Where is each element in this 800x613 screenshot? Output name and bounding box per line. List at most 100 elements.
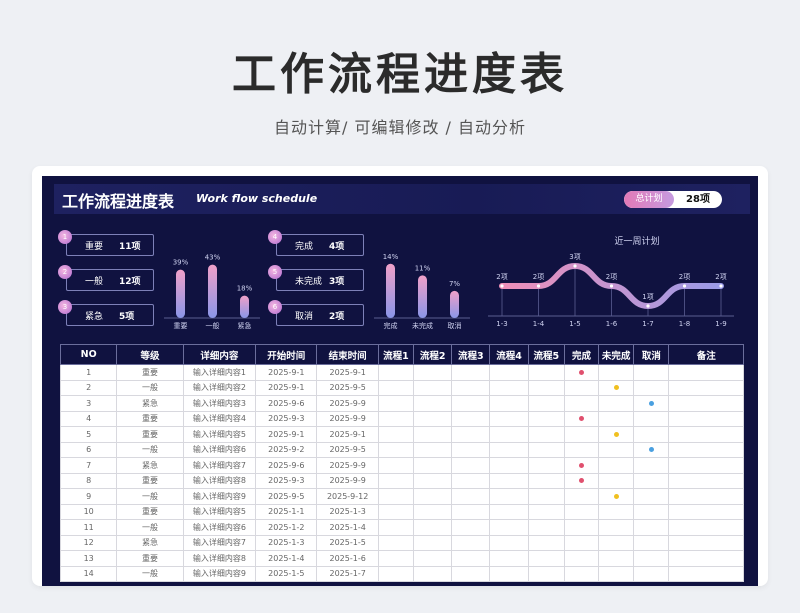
table-cell[interactable] — [633, 379, 670, 396]
table-cell[interactable] — [527, 457, 565, 474]
table-cell[interactable]: 输入详细内容5 — [182, 426, 257, 443]
table-cell[interactable] — [633, 565, 670, 582]
table-cell[interactable] — [633, 534, 670, 551]
table-cell[interactable]: 输入详细内容2 — [182, 379, 257, 396]
table-cell[interactable]: 一般 — [116, 488, 184, 505]
table-cell[interactable] — [413, 379, 453, 396]
table-cell[interactable]: 输入详细内容8 — [182, 472, 257, 489]
table-row[interactable]: 5 重要 输入详细内容5 2025-9-1 2025-9-1 — [59, 426, 744, 443]
table-cell[interactable] — [527, 410, 565, 427]
table-cell[interactable] — [668, 364, 744, 381]
table-cell[interactable]: 输入详细内容1 — [182, 364, 257, 381]
table-cell[interactable]: 3 — [59, 395, 118, 412]
table-cell[interactable] — [413, 457, 453, 474]
table-cell[interactable] — [563, 426, 600, 443]
table-cell[interactable] — [633, 410, 670, 427]
column-header[interactable]: NO — [59, 344, 118, 365]
table-cell[interactable] — [413, 503, 453, 520]
table-cell[interactable] — [633, 426, 670, 443]
table-cell[interactable]: 2025-9-1 — [255, 426, 318, 443]
table-cell[interactable]: 2025-9-1 — [255, 364, 318, 381]
table-row[interactable]: 3 紧急 输入详细内容3 2025-9-6 2025-9-9 — [59, 395, 744, 412]
table-cell[interactable] — [598, 441, 635, 458]
table-cell[interactable] — [377, 503, 415, 520]
table-cell[interactable] — [377, 519, 415, 536]
table-cell[interactable]: 重要 — [116, 426, 184, 443]
table-cell[interactable] — [598, 519, 635, 536]
table-cell[interactable] — [413, 395, 453, 412]
table-cell[interactable]: 2025-9-6 — [255, 395, 318, 412]
table-cell[interactable] — [598, 472, 635, 489]
column-header[interactable]: 等级 — [116, 344, 184, 365]
table-cell[interactable]: 2025-9-9 — [316, 410, 379, 427]
table-cell[interactable] — [489, 441, 529, 458]
table-cell[interactable] — [489, 534, 529, 551]
table-cell[interactable]: 2 — [59, 379, 118, 396]
table-cell[interactable] — [633, 550, 670, 567]
table-row[interactable]: 10 重要 输入详细内容5 2025-1-1 2025-1-3 — [59, 503, 744, 520]
table-cell[interactable] — [563, 441, 600, 458]
table-cell[interactable]: 1 — [59, 364, 118, 381]
table-cell[interactable]: 2025-9-9 — [316, 472, 379, 489]
table-cell[interactable]: 2025-9-1 — [316, 364, 379, 381]
table-cell[interactable] — [598, 457, 635, 474]
table-cell[interactable]: 2025-9-12 — [316, 488, 379, 505]
table-cell[interactable] — [527, 503, 565, 520]
table-row[interactable]: 1 重要 输入详细内容1 2025-9-1 2025-9-1 — [59, 364, 744, 381]
table-row[interactable]: 13 重要 输入详细内容8 2025-1-4 2025-1-6 — [59, 550, 744, 567]
table-cell[interactable]: 10 — [59, 503, 118, 520]
column-header[interactable]: 流程2 — [413, 344, 453, 365]
table-cell[interactable]: 9 — [59, 488, 118, 505]
table-cell[interactable] — [668, 488, 744, 505]
table-cell[interactable] — [489, 426, 529, 443]
table-cell[interactable] — [563, 519, 600, 536]
table-cell[interactable] — [668, 441, 744, 458]
table-cell[interactable]: 输入详细内容4 — [182, 410, 257, 427]
column-header[interactable]: 完成 — [563, 344, 600, 365]
table-cell[interactable]: 2025-1-7 — [316, 565, 379, 582]
table-row[interactable]: 14 一般 输入详细内容9 2025-1-5 2025-1-7 — [59, 565, 744, 582]
table-cell[interactable] — [633, 488, 670, 505]
table-cell[interactable] — [598, 410, 635, 427]
table-cell[interactable]: 11 — [59, 519, 118, 536]
table-cell[interactable]: 2025-1-3 — [316, 503, 379, 520]
table-cell[interactable]: 重要 — [116, 410, 184, 427]
table-cell[interactable] — [451, 379, 491, 396]
table-cell[interactable]: 2025-9-1 — [255, 379, 318, 396]
column-header[interactable]: 流程5 — [527, 344, 565, 365]
table-cell[interactable] — [451, 395, 491, 412]
table-row[interactable]: 12 紧急 输入详细内容7 2025-1-3 2025-1-5 — [59, 534, 744, 551]
table-cell[interactable]: 重要 — [116, 503, 184, 520]
table-cell[interactable] — [377, 364, 415, 381]
table-cell[interactable]: 12 — [59, 534, 118, 551]
table-cell[interactable] — [527, 441, 565, 458]
table-cell[interactable]: 2025-9-9 — [316, 457, 379, 474]
table-cell[interactable]: 重要 — [116, 472, 184, 489]
table-cell[interactable] — [377, 379, 415, 396]
table-cell[interactable] — [527, 472, 565, 489]
table-cell[interactable] — [598, 503, 635, 520]
table-cell[interactable] — [668, 426, 744, 443]
table-cell[interactable] — [527, 395, 565, 412]
table-cell[interactable]: 13 — [59, 550, 118, 567]
table-cell[interactable] — [413, 550, 453, 567]
table-cell[interactable] — [527, 488, 565, 505]
table-cell[interactable]: 2025-9-5 — [316, 379, 379, 396]
table-cell[interactable]: 紧急 — [116, 457, 184, 474]
table-cell[interactable] — [489, 519, 529, 536]
table-cell[interactable] — [413, 441, 453, 458]
table-cell[interactable] — [668, 519, 744, 536]
table-cell[interactable] — [451, 364, 491, 381]
table-cell[interactable]: 2025-9-6 — [255, 457, 318, 474]
table-cell[interactable] — [489, 472, 529, 489]
table-cell[interactable] — [413, 519, 453, 536]
table-cell[interactable] — [489, 488, 529, 505]
column-header[interactable]: 流程4 — [489, 344, 529, 365]
table-cell[interactable] — [563, 379, 600, 396]
table-cell[interactable] — [563, 534, 600, 551]
table-cell[interactable]: 14 — [59, 565, 118, 582]
table-cell[interactable] — [377, 426, 415, 443]
table-cell[interactable] — [413, 488, 453, 505]
table-cell[interactable] — [598, 550, 635, 567]
table-row[interactable]: 2 一般 输入详细内容2 2025-9-1 2025-9-5 — [59, 379, 744, 396]
